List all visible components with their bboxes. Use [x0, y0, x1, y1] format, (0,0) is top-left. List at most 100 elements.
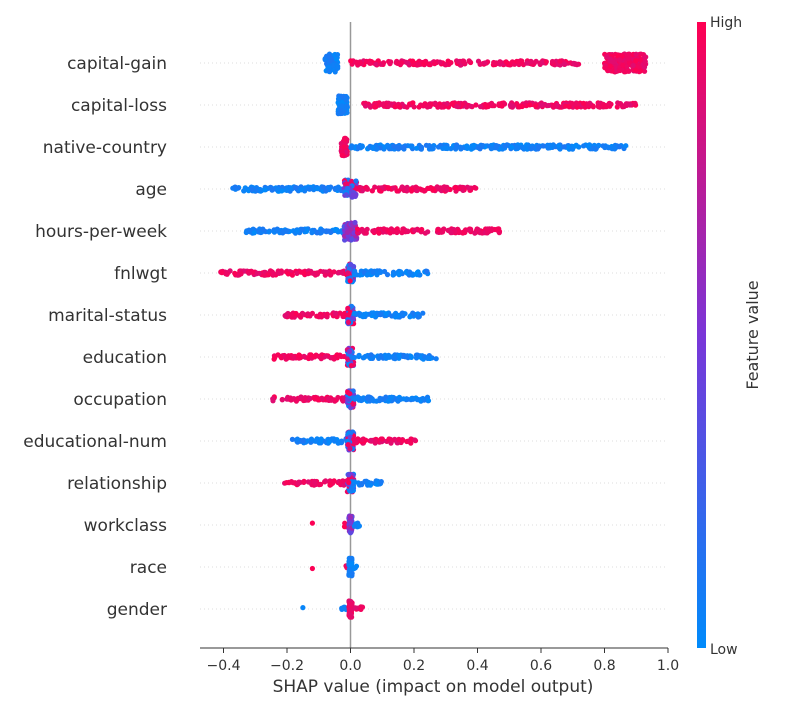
shap-point	[335, 96, 342, 102]
shap-point	[452, 146, 459, 152]
shap-point	[275, 186, 281, 192]
shap-point	[432, 100, 438, 106]
shap-point	[457, 144, 463, 150]
shap-point	[632, 67, 639, 73]
shap-point	[372, 227, 378, 234]
shap-point	[331, 356, 337, 362]
shap-point	[412, 437, 418, 443]
x-axis-title: SHAP value (impact on model output)	[273, 677, 594, 697]
shap-point	[347, 601, 353, 607]
shap-point	[293, 398, 299, 404]
shap-point	[348, 58, 354, 64]
shap-point	[413, 184, 419, 190]
shap-point	[364, 272, 370, 278]
shap-point	[313, 438, 319, 444]
shap-point	[335, 270, 341, 276]
shap-point	[325, 64, 331, 70]
shap-point	[425, 398, 432, 404]
shap-point	[466, 185, 472, 191]
shap-point	[424, 268, 430, 274]
x-tick-label: 0.8	[593, 658, 615, 674]
shap-point	[390, 185, 397, 191]
colorbar-low-label: Low	[710, 642, 738, 658]
shap-point	[495, 226, 501, 232]
shap-point	[318, 356, 324, 362]
shap-point	[338, 479, 344, 485]
x-tick-label: 0.4	[466, 658, 488, 674]
x-tick-label: −0.2	[270, 658, 304, 674]
shap-point	[407, 314, 413, 320]
shap-point	[287, 395, 294, 401]
shap-point	[347, 278, 353, 284]
shap-point	[617, 101, 624, 107]
shap-point	[308, 436, 315, 442]
shap-point	[550, 104, 557, 110]
shap-point	[472, 230, 478, 236]
shap-point	[365, 481, 371, 487]
shap-point	[349, 555, 355, 561]
shap-point	[316, 482, 322, 488]
shap-point	[617, 67, 624, 73]
shap-point	[570, 146, 576, 152]
shap-point	[314, 270, 320, 276]
shap-point	[284, 228, 290, 234]
shap-point	[396, 352, 402, 359]
shap-point	[561, 144, 567, 150]
beeswarm-points	[218, 51, 649, 620]
feature-row-marital-status	[282, 303, 426, 327]
shap-point	[372, 104, 378, 110]
shap-point	[318, 436, 324, 442]
shap-point	[489, 100, 495, 106]
shap-point	[376, 230, 382, 236]
shap-point	[360, 314, 366, 320]
feature-label: native-country	[43, 138, 167, 158]
shap-point	[435, 104, 441, 110]
shap-point	[356, 353, 362, 360]
shap-point	[353, 563, 360, 569]
shap-point	[471, 142, 477, 148]
shap-point	[326, 68, 332, 74]
shap-point	[607, 56, 613, 62]
feature-row-occupation	[270, 388, 432, 411]
shap-point	[586, 143, 592, 149]
shap-point	[448, 230, 454, 236]
x-axis: −0.4 −0.2 0.0 0.2 0.4 0.6 0.8 1.0	[200, 647, 679, 674]
shap-point	[466, 58, 472, 64]
shap-point	[298, 394, 304, 400]
shap-point	[443, 145, 449, 151]
shap-point	[351, 523, 357, 529]
shap-point	[352, 219, 358, 226]
shap-point	[323, 478, 329, 484]
shap-point	[408, 353, 414, 360]
shap-point	[596, 142, 602, 148]
shap-point	[407, 143, 413, 149]
shap-point	[389, 394, 395, 400]
shap-point	[339, 103, 345, 109]
shap-point	[339, 605, 345, 611]
shap-point	[382, 268, 388, 275]
shap-point	[270, 396, 276, 402]
shap-point	[463, 227, 469, 233]
feature-row-gender	[300, 598, 366, 620]
shap-point	[344, 103, 350, 109]
shap-point	[367, 60, 373, 66]
shap-point	[408, 186, 414, 193]
shap-point	[595, 104, 602, 110]
shap-point	[617, 57, 623, 63]
shap-point	[344, 181, 350, 187]
shap-point	[453, 103, 460, 109]
shap-point	[408, 440, 414, 446]
shap-point	[351, 354, 358, 361]
shap-point	[433, 356, 439, 362]
feature-row-age	[230, 177, 479, 200]
shap-point	[453, 185, 459, 191]
shap-point	[334, 185, 340, 191]
shap-point	[468, 103, 474, 109]
shap-point	[271, 271, 277, 277]
feature-label: capital-loss	[71, 96, 167, 116]
shap-point	[503, 59, 509, 65]
shap-point	[305, 311, 311, 317]
shap-point	[606, 101, 612, 107]
shap-point	[412, 227, 418, 233]
shap-point	[347, 520, 353, 526]
